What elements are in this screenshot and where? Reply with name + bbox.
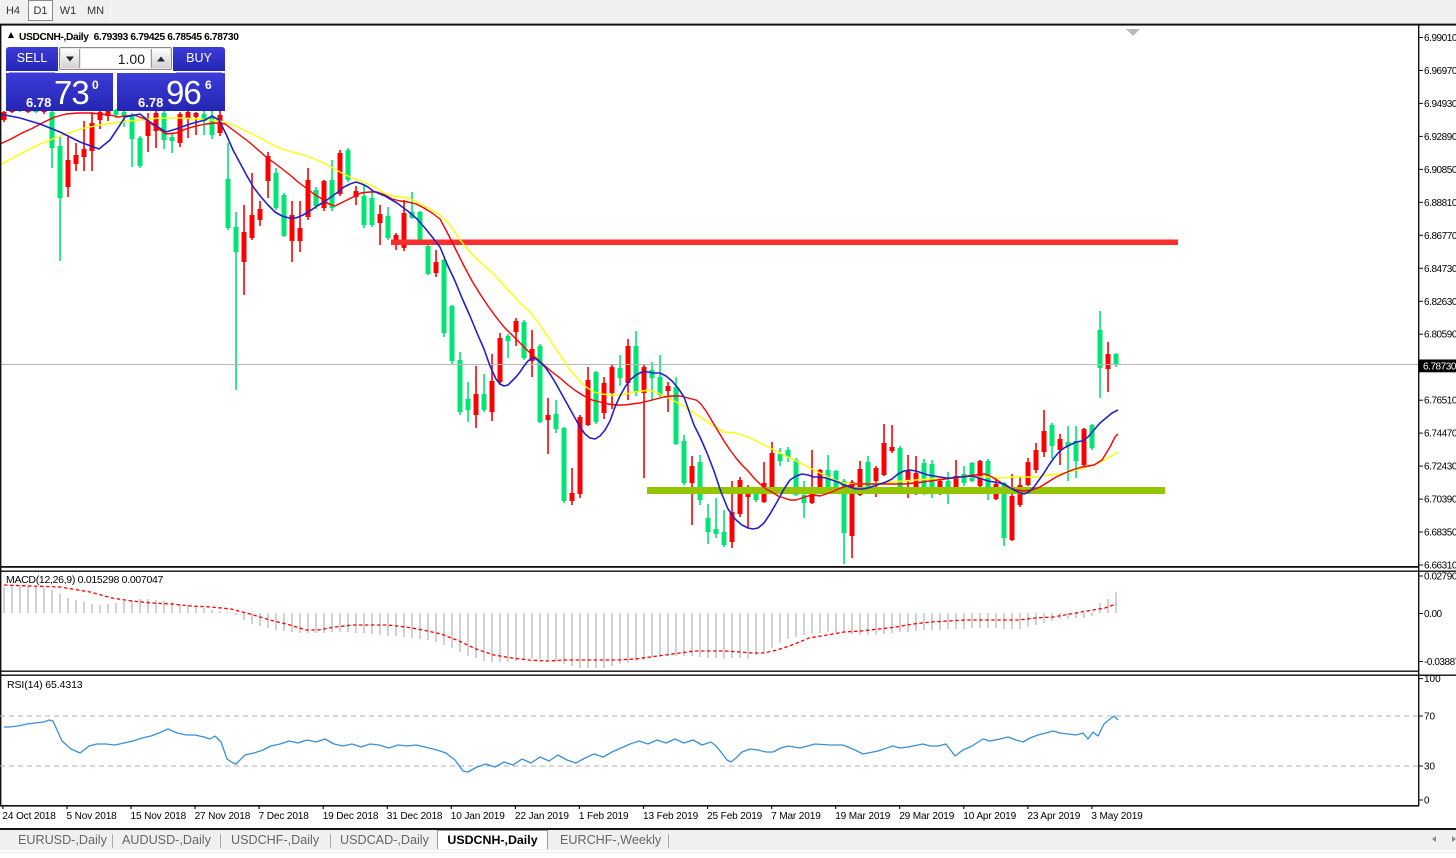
svg-text:6.66310: 6.66310: [1424, 561, 1456, 572]
svg-text:6.99010: 6.99010: [1424, 33, 1456, 44]
svg-text:13 Feb 2019: 13 Feb 2019: [643, 811, 699, 822]
svg-text:10 Jan 2019: 10 Jan 2019: [451, 811, 505, 822]
svg-text:24 Oct 2018: 24 Oct 2018: [2, 811, 56, 822]
svg-text:6.78730: 6.78730: [1423, 361, 1456, 372]
svg-text:6.70390: 6.70390: [1424, 495, 1456, 506]
svg-text:6.80590: 6.80590: [1424, 330, 1456, 341]
svg-text:0: 0: [1424, 796, 1430, 807]
svg-text:6.76510: 6.76510: [1424, 396, 1456, 407]
svg-text:6.72430: 6.72430: [1424, 462, 1456, 473]
svg-text:6.88810: 6.88810: [1424, 198, 1456, 209]
svg-text:-0.03887: -0.03887: [1424, 657, 1456, 668]
svg-text:7 Dec 2018: 7 Dec 2018: [259, 811, 310, 822]
svg-text:6.90850: 6.90850: [1424, 165, 1456, 176]
svg-text:6.96970: 6.96970: [1424, 66, 1456, 77]
svg-text:29 Mar 2019: 29 Mar 2019: [899, 811, 955, 822]
svg-text:RSI(14) 65.4313: RSI(14) 65.4313: [7, 679, 83, 691]
svg-text:6.74470: 6.74470: [1424, 429, 1456, 440]
svg-text:6.82630: 6.82630: [1424, 297, 1456, 308]
svg-text:10 Apr 2019: 10 Apr 2019: [963, 811, 1016, 822]
svg-text:6.84730: 6.84730: [1424, 264, 1456, 275]
svg-text:23 Apr 2019: 23 Apr 2019: [1027, 811, 1080, 822]
svg-text:19 Mar 2019: 19 Mar 2019: [835, 811, 891, 822]
svg-text:0.00: 0.00: [1424, 609, 1443, 620]
svg-text:27 Nov 2018: 27 Nov 2018: [195, 811, 251, 822]
svg-text:6.68350: 6.68350: [1424, 528, 1456, 539]
svg-text:6.94930: 6.94930: [1424, 99, 1456, 110]
svg-text:USDCNH-,Daily 6.79393 6.79425: USDCNH-,Daily 6.79393 6.79425 6.78545 6.…: [19, 32, 239, 43]
svg-text:MACD(12,26,9) 0.015298 0.00704: MACD(12,26,9) 0.015298 0.007047: [6, 574, 164, 586]
svg-text:5 Nov 2018: 5 Nov 2018: [67, 811, 118, 822]
svg-text:0.02790: 0.02790: [1424, 572, 1456, 583]
svg-text:30: 30: [1424, 762, 1436, 773]
svg-text:25 Feb 2019: 25 Feb 2019: [707, 811, 763, 822]
svg-text:31 Dec 2018: 31 Dec 2018: [387, 811, 443, 822]
svg-text:6.92890: 6.92890: [1424, 132, 1456, 143]
svg-text:7 Mar 2019: 7 Mar 2019: [771, 811, 821, 822]
svg-text:19 Dec 2018: 19 Dec 2018: [323, 811, 379, 822]
svg-text:6.86770: 6.86770: [1424, 231, 1456, 242]
svg-text:3 May 2019: 3 May 2019: [1091, 811, 1143, 822]
svg-text:70: 70: [1424, 712, 1436, 723]
svg-text:22 Jan 2019: 22 Jan 2019: [515, 811, 569, 822]
svg-text:100: 100: [1424, 674, 1441, 685]
svg-text:15 Nov 2018: 15 Nov 2018: [131, 811, 187, 822]
svg-text:1 Feb 2019: 1 Feb 2019: [579, 811, 629, 822]
